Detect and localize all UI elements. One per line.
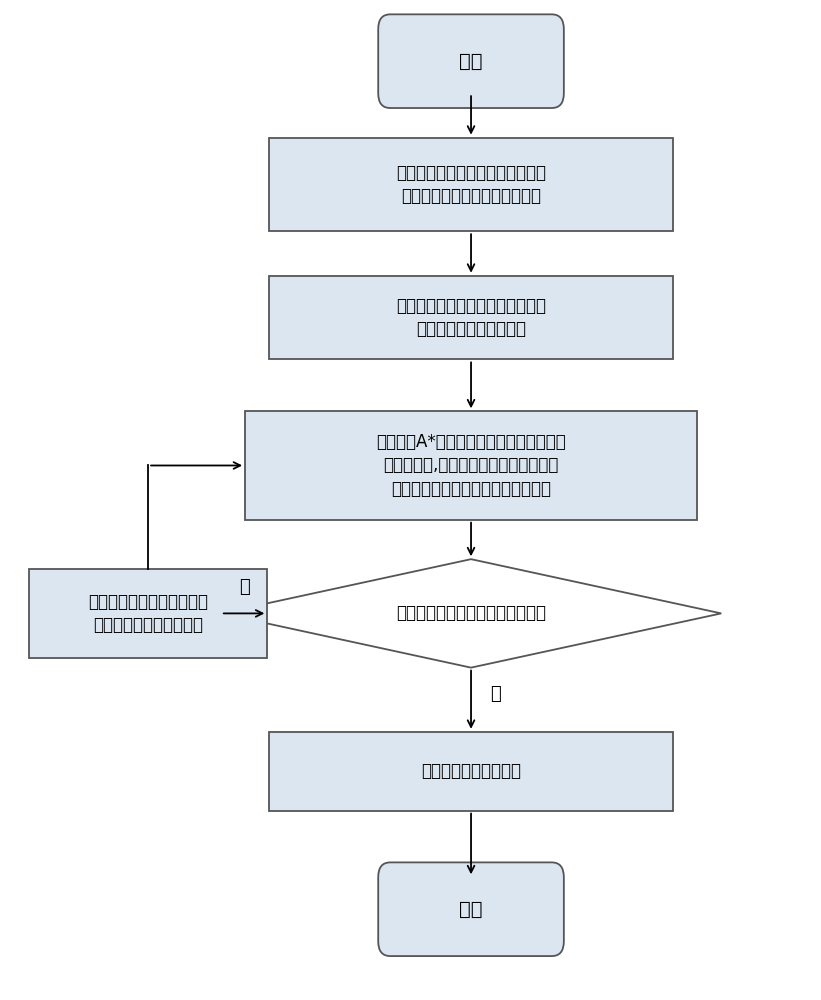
Text: 更新地图信息并重新计算到
达目的地的路径坐标列表: 更新地图信息并重新计算到 达目的地的路径坐标列表 bbox=[88, 593, 209, 634]
FancyBboxPatch shape bbox=[269, 138, 673, 231]
Text: 机器人移动过程中是否遇到障碍物: 机器人移动过程中是否遇到障碍物 bbox=[396, 604, 546, 622]
Text: 结束: 结束 bbox=[459, 900, 483, 919]
Text: 是: 是 bbox=[239, 578, 250, 596]
FancyBboxPatch shape bbox=[378, 14, 564, 108]
Text: 获取与地图相匹配的所在位置坐标
和需要到达的目的地坐标: 获取与地图相匹配的所在位置坐标 和需要到达的目的地坐标 bbox=[396, 297, 546, 338]
Text: 机器人的中央控制器以二维数组记
录地图坐标信息的形式加载地图: 机器人的中央控制器以二维数组记 录地图坐标信息的形式加载地图 bbox=[396, 164, 546, 205]
FancyBboxPatch shape bbox=[245, 411, 697, 520]
FancyBboxPatch shape bbox=[29, 569, 268, 658]
Text: 然后通过A*寻路算法计算到达目的地的路
径坐标列表,该路径坐标列表按照顺序以
二维数组的方式保存要经过的坐标点: 然后通过A*寻路算法计算到达目的地的路 径坐标列表,该路径坐标列表按照顺序以 二… bbox=[376, 433, 566, 498]
FancyBboxPatch shape bbox=[378, 862, 564, 956]
Text: 机器人到达导航目的地: 机器人到达导航目的地 bbox=[421, 762, 521, 780]
FancyBboxPatch shape bbox=[269, 276, 673, 359]
Polygon shape bbox=[221, 559, 721, 668]
FancyBboxPatch shape bbox=[269, 732, 673, 811]
Text: 否: 否 bbox=[490, 685, 501, 703]
Text: 开始: 开始 bbox=[459, 52, 483, 71]
